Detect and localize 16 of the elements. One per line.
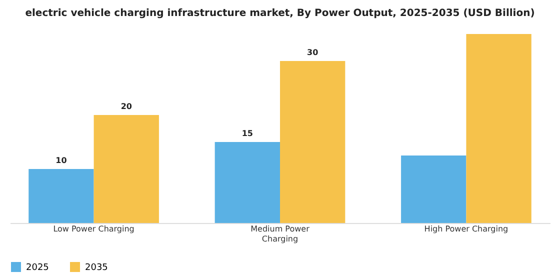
legend-label: 2025	[26, 263, 49, 273]
data-label: 15	[242, 129, 254, 138]
data-label: 10	[56, 156, 68, 165]
legend-label: 2035	[85, 263, 108, 273]
chart-title: electric vehicle charging infrastructure market, By Power Output, 2025-2035 (USD Billion)	[25, 8, 535, 19]
x-tick-label: Medium Power Charging	[250, 224, 310, 244]
data-label: 30	[307, 48, 319, 57]
bar	[401, 156, 466, 223]
bar	[94, 115, 159, 223]
x-tick-label: Low Power Charging	[53, 224, 134, 234]
data-label: 20	[120, 102, 132, 111]
bar	[214, 142, 280, 223]
bar	[466, 34, 532, 223]
bar	[28, 169, 94, 223]
x-tick-label: High Power Charging	[424, 224, 508, 234]
bar	[280, 61, 346, 223]
